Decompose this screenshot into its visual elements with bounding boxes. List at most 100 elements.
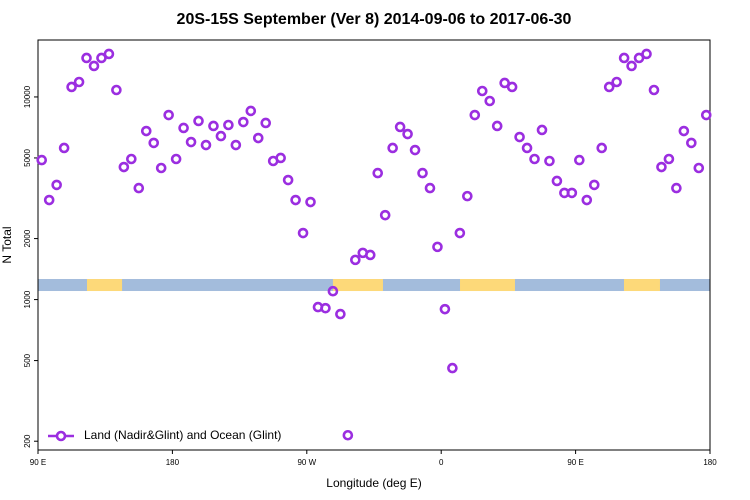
point: [551, 175, 563, 187]
point: [409, 144, 421, 156]
point: [260, 117, 272, 129]
point: [223, 119, 234, 131]
point: [36, 154, 48, 166]
x-tick-label: 0: [439, 458, 444, 467]
point: [603, 81, 615, 93]
point: [238, 116, 249, 128]
point: [148, 137, 160, 149]
point: [641, 48, 652, 60]
point: [379, 209, 391, 221]
point: [178, 122, 189, 134]
x-tick-label: 90 E: [30, 458, 46, 467]
point: [215, 130, 227, 142]
point: [126, 153, 137, 165]
point: [335, 308, 346, 320]
point: [297, 227, 309, 239]
point: [230, 139, 242, 151]
land-band: [332, 279, 383, 292]
point: [626, 60, 637, 72]
point: [656, 161, 667, 173]
point: [536, 124, 548, 136]
point: [424, 182, 436, 194]
point: [163, 109, 174, 121]
point: [111, 84, 122, 96]
point: [208, 120, 219, 132]
point: [73, 76, 85, 88]
point: [305, 196, 316, 208]
point: [686, 137, 697, 149]
point: [618, 52, 630, 64]
y-tick-label: 10000: [23, 85, 32, 108]
point: [454, 227, 466, 239]
point: [581, 194, 593, 206]
x-tick-label: 90 E: [567, 458, 583, 467]
y-tick-label: 1000: [23, 290, 32, 308]
point: [678, 125, 690, 137]
land-band: [86, 279, 123, 292]
point: [394, 121, 406, 133]
point: [387, 142, 398, 154]
land-band: [460, 279, 515, 292]
point: [700, 109, 712, 121]
point: [484, 95, 496, 107]
point: [432, 241, 443, 253]
x-axis-label: Longitude (deg E): [326, 476, 421, 490]
x-tick-label: 90 W: [297, 458, 316, 467]
point: [544, 155, 555, 167]
point: [88, 60, 100, 72]
point: [596, 142, 608, 154]
point: [462, 190, 473, 202]
point: [320, 302, 331, 314]
point: [611, 76, 622, 88]
point: [588, 179, 600, 191]
y-tick-label: 5000: [23, 148, 32, 166]
point: [43, 194, 55, 206]
point: [245, 105, 257, 117]
point: [671, 182, 682, 194]
point: [514, 131, 525, 143]
point: [66, 81, 77, 93]
point: [476, 85, 488, 97]
y-tick-label: 2000: [23, 229, 32, 247]
point: [252, 132, 264, 144]
point: [290, 194, 301, 206]
point: [342, 429, 354, 441]
point: [200, 139, 212, 151]
point: [155, 162, 167, 174]
point: [417, 167, 428, 179]
legend-label: Land (Nadir&Glint) and Ocean (Glint): [84, 428, 281, 442]
y-tick-label: 500: [23, 353, 32, 367]
point: [469, 109, 481, 121]
point: [275, 152, 286, 164]
point: [185, 136, 197, 148]
point: [118, 161, 130, 173]
x-tick-label: 180: [703, 458, 717, 467]
point: [663, 153, 675, 165]
point: [133, 182, 145, 194]
plot-frame: [37, 39, 711, 451]
point: [491, 120, 503, 132]
point: [282, 174, 294, 186]
point: [447, 362, 458, 374]
legend-marker: [55, 430, 67, 442]
point: [529, 153, 540, 165]
point: [574, 154, 585, 166]
point: [81, 52, 92, 64]
point: [103, 48, 115, 60]
point: [170, 153, 182, 165]
point: [506, 81, 518, 93]
point: [327, 285, 339, 297]
point: [140, 125, 152, 137]
point: [51, 179, 62, 191]
point: [96, 52, 107, 64]
point: [693, 162, 705, 174]
point: [58, 142, 70, 154]
y-axis-label: N Total: [0, 226, 14, 263]
x-tick-label: 180: [166, 458, 180, 467]
point: [633, 52, 645, 64]
point: [364, 249, 376, 261]
chart-title: 20S-15S September (Ver 8) 2014-09-06 to …: [177, 11, 572, 28]
point: [648, 84, 660, 96]
point: [439, 303, 451, 315]
